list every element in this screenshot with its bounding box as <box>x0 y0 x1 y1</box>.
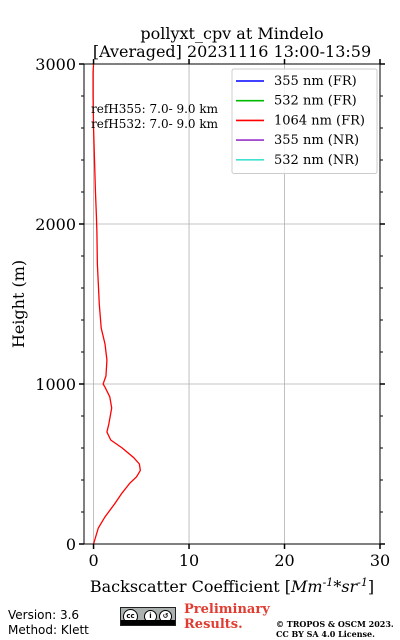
y-tick-label-2000: 2000 <box>35 215 76 234</box>
x-tick-label-0: 0 <box>88 551 98 570</box>
legend-label-3: 355 nm (NR) <box>274 133 359 148</box>
x-tick-label-30: 30 <box>370 551 390 570</box>
x-axis-unit-base: *sr <box>333 577 358 596</box>
axis-ticks: 0 10 20 30 0 1000 2000 3000 <box>35 55 390 570</box>
legend-label-4: 532 nm (NR) <box>274 153 359 168</box>
chart-title-line2: [Averaged] 20231116 13:00-13:59 <box>93 42 371 61</box>
x-axis-unit-exponent: -1 <box>357 576 368 589</box>
chart-title-line1: pollyxt_cpv at Mindelo <box>140 24 323 43</box>
copyright-line2: CC BY SA 4.0 License. <box>276 629 375 639</box>
y-tick-label-0: 0 <box>66 535 76 554</box>
series-line-2 <box>92 63 142 545</box>
x-tick-label-10: 10 <box>179 551 199 570</box>
x-axis-unit-base: Mm <box>290 577 323 596</box>
legend-label-1: 532 nm (FR) <box>274 94 357 109</box>
legend-label-2: 1064 nm (FR) <box>274 113 365 128</box>
copyright-line1: © TROPOS & OSCM 2023. <box>276 619 394 629</box>
preliminary-line1: Preliminary <box>184 602 270 617</box>
legend: 355 nm (FR) 532 nm (FR) 1064 nm (FR) 355 nm… <box>231 68 378 174</box>
y-tick-label-3000: 3000 <box>35 55 76 74</box>
cc-by-sa-icon: cc i ↺ <box>120 607 176 626</box>
x-axis-label-unit: Mm-1*sr-1 <box>290 576 368 597</box>
copyright-notice: © TROPOS & OSCM 2023. CC BY SA 4.0 Licen… <box>276 619 394 639</box>
preliminary-line2: Results. <box>184 617 243 632</box>
y-axis-label: Height (m) <box>9 260 28 348</box>
x-axis-label-prefix: Backscatter Coefficient [ <box>90 577 291 596</box>
footer-version-block: Version: 3.6 Method: Klett <box>8 608 89 638</box>
annotation-refh532: refH532: 7.0- 9.0 km <box>91 117 219 131</box>
x-tick-label-20: 20 <box>274 551 294 570</box>
legend-box <box>231 68 378 174</box>
legend-label-0: 355 nm (FR) <box>274 74 357 89</box>
method-text: Method: Klett <box>8 623 89 637</box>
x-axis-unit-exponent: -1 <box>323 576 334 589</box>
plot-frame <box>83 63 381 545</box>
preliminary-results-label: Preliminary Results. <box>184 602 270 632</box>
y-tick-label-1000: 1000 <box>35 375 76 394</box>
x-axis-label: Backscatter Coefficient [Mm-1*sr-1] <box>90 576 374 597</box>
series-layer <box>92 63 142 545</box>
annotation-refh355: refH355: 7.0- 9.0 km <box>91 102 219 116</box>
x-axis-label-suffix: ] <box>368 577 374 596</box>
version-text: Version: 3.6 <box>8 608 80 622</box>
